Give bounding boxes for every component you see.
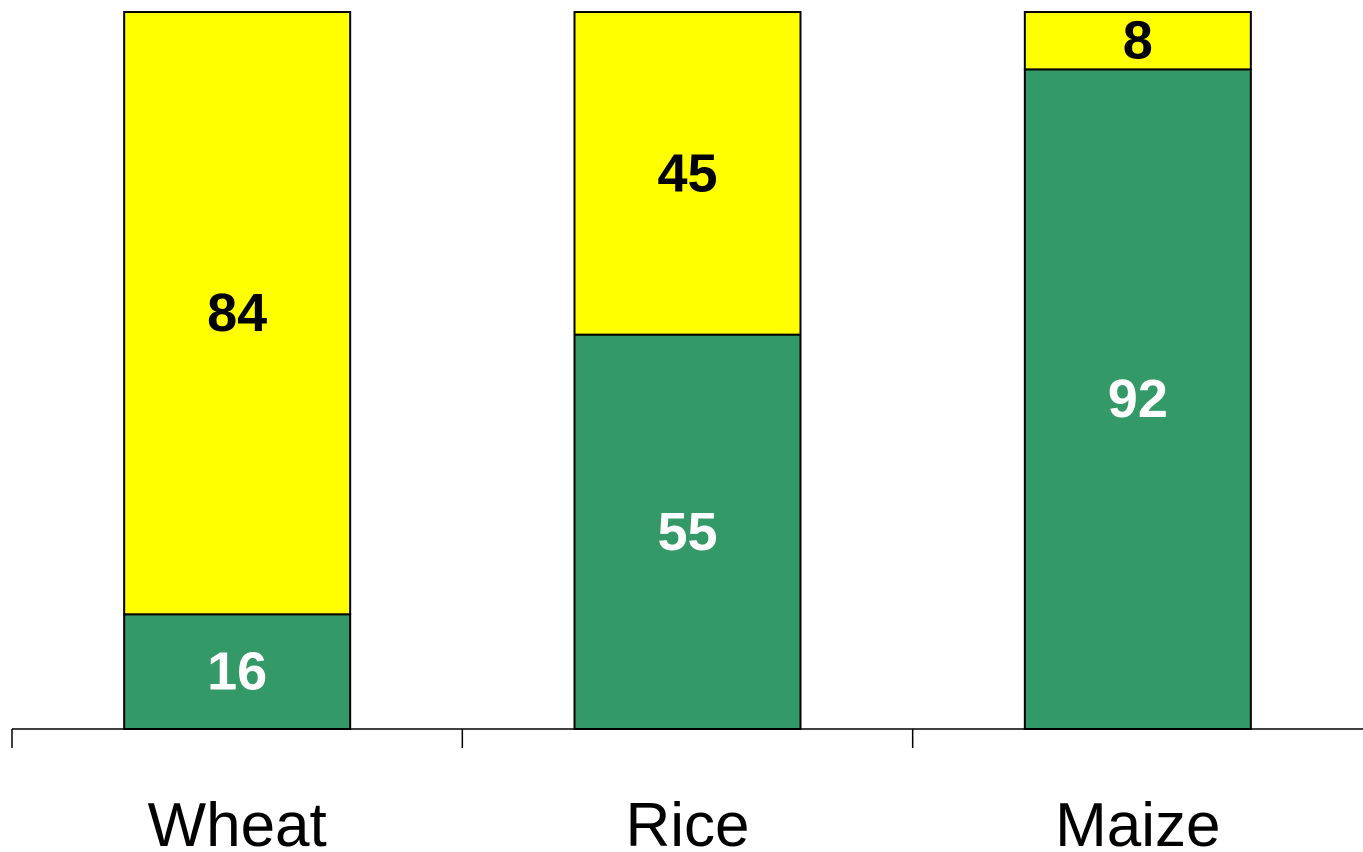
data-label-maize-series-2: 8 bbox=[1123, 11, 1153, 71]
category-label-maize: Maize bbox=[1055, 791, 1220, 852]
data-label-rice-series-1: 55 bbox=[657, 502, 717, 562]
category-label-wheat: Wheat bbox=[148, 791, 327, 852]
category-label-rice: Rice bbox=[625, 791, 749, 852]
bar-maize-series-2 bbox=[1023, 11, 1252, 71]
data-label-rice-series-2: 45 bbox=[657, 143, 717, 203]
bars-layer: 16 84 55 45 92 8 bbox=[123, 11, 1252, 731]
bar-maize-series-1 bbox=[1023, 68, 1252, 731]
bar-wheat-series-1 bbox=[123, 613, 352, 731]
data-label-wheat-series-2: 84 bbox=[207, 283, 267, 343]
data-label-wheat-series-1: 16 bbox=[207, 642, 267, 702]
category-labels: Wheat Rice Maize bbox=[148, 791, 1221, 852]
x-axis bbox=[11, 728, 1363, 748]
data-label-maize-series-1: 92 bbox=[1108, 369, 1168, 429]
bar-rice-series-2 bbox=[573, 11, 802, 336]
bar-wheat-series-2 bbox=[123, 11, 352, 616]
